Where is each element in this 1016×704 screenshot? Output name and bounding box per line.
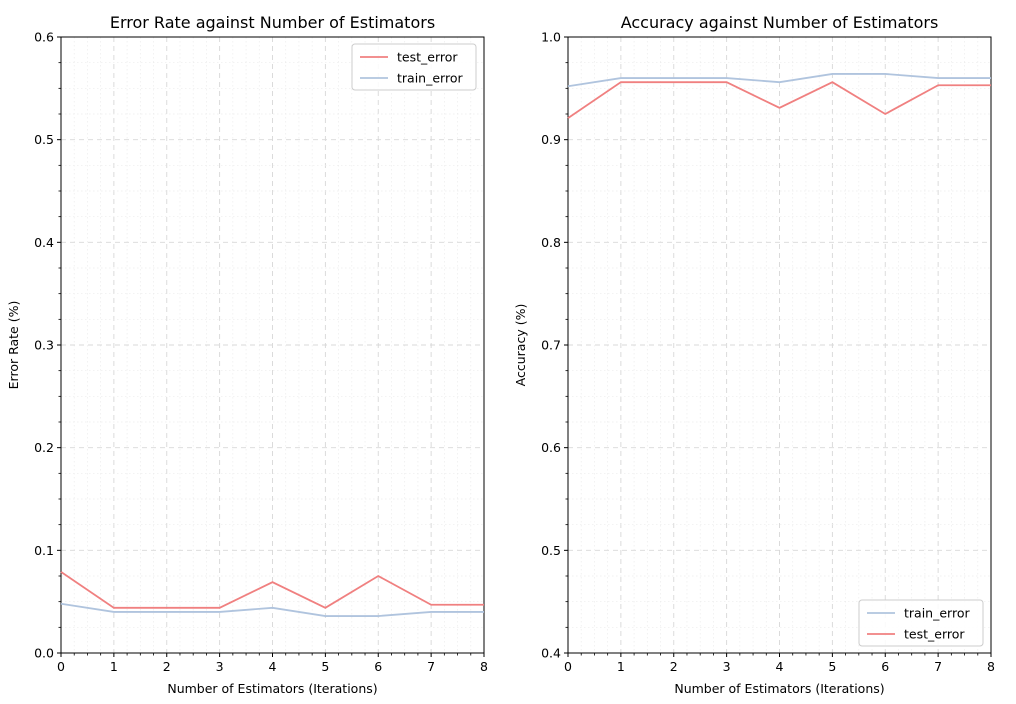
y-tick-label: 0.6 — [541, 440, 561, 455]
x-tick-label: 6 — [881, 659, 889, 674]
y-tick-label: 0.4 — [541, 646, 561, 661]
y-tick-label: 0.6 — [34, 30, 54, 45]
x-tick-label: 4 — [269, 659, 277, 674]
chart-title: Error Rate against Number of Estimators — [110, 13, 435, 32]
x-tick-label: 1 — [110, 659, 118, 674]
x-axis-label: Number of Estimators (Iterations) — [167, 681, 377, 696]
legend-label: test_error — [397, 50, 458, 65]
x-tick-label: 8 — [987, 659, 995, 674]
x-tick-label: 3 — [216, 659, 224, 674]
x-tick-label: 2 — [670, 659, 678, 674]
grid — [61, 37, 484, 653]
x-tick-label: 3 — [723, 659, 731, 674]
y-tick-label: 0.3 — [34, 338, 54, 353]
y-tick-label: 0.8 — [541, 235, 561, 250]
grid — [568, 37, 991, 653]
y-tick-label: 0.2 — [34, 440, 54, 455]
x-tick-label: 8 — [480, 659, 488, 674]
legend-label: train_error — [397, 71, 463, 86]
x-tick-label: 4 — [776, 659, 784, 674]
chart-title: Accuracy against Number of Estimators — [621, 13, 939, 32]
legend-label: test_error — [904, 627, 965, 642]
chart-panel-2: 0 1 2 3 4 5 6 7 8 0.4 0.5 0.6 0.7 0.8 0.9 1.0 Accuracy a… — [513, 13, 995, 696]
y-tick-label: 0.9 — [541, 132, 561, 147]
legend: test_error train_error — [351, 43, 477, 91]
x-tick-label: 7 — [934, 659, 942, 674]
y-tick-label: 0.7 — [541, 338, 561, 353]
y-axis-label: Accuracy (%) — [513, 304, 528, 387]
y-axis-label: Error Rate (%) — [6, 301, 21, 390]
legend-label: train_error — [904, 606, 970, 621]
x-tick-label: 2 — [163, 659, 171, 674]
y-tick-label: 0.4 — [34, 235, 54, 250]
y-tick-label: 0.1 — [34, 543, 54, 558]
y-tick-label: 0.5 — [34, 132, 54, 147]
x-tick-label: 6 — [374, 659, 382, 674]
x-axis-label: Number of Estimators (Iterations) — [674, 681, 884, 696]
x-tick-label: 5 — [828, 659, 836, 674]
chart-panel-1: 0 1 2 3 4 5 6 7 8 0.0 0.1 0.2 0.3 0.4 0.5 0.6 Error Rate… — [6, 13, 488, 696]
x-tick-label: 7 — [427, 659, 435, 674]
y-tick-label: 0.0 — [34, 646, 54, 661]
x-tick-label: 1 — [617, 659, 625, 674]
y-tick-label: 1.0 — [541, 30, 561, 45]
x-tick-label: 0 — [564, 659, 572, 674]
legend: train_error test_error — [858, 599, 984, 647]
y-tick-label: 0.5 — [541, 543, 561, 558]
x-tick-label: 0 — [57, 659, 65, 674]
x-tick-label: 5 — [321, 659, 329, 674]
